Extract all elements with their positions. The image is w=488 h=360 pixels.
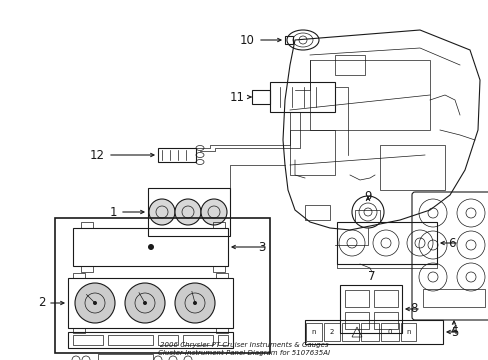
Bar <box>341 323 358 341</box>
Bar <box>73 273 85 278</box>
Bar <box>108 335 153 345</box>
Text: 12: 12 <box>90 149 105 162</box>
Circle shape <box>175 283 215 323</box>
Text: 9: 9 <box>364 189 371 202</box>
Text: n: n <box>311 329 316 335</box>
Circle shape <box>93 301 97 305</box>
Text: 10: 10 <box>240 33 254 46</box>
Bar <box>68 278 232 328</box>
Bar <box>379 145 444 190</box>
Bar <box>422 289 484 307</box>
Bar <box>305 323 321 341</box>
Bar <box>269 82 334 112</box>
Bar <box>309 60 429 130</box>
Bar <box>213 222 224 228</box>
Bar <box>334 55 364 75</box>
Bar <box>285 36 292 44</box>
Circle shape <box>148 244 154 250</box>
Text: 6: 6 <box>447 237 455 249</box>
Bar <box>336 222 436 264</box>
Bar <box>55 218 269 353</box>
Bar <box>216 273 227 278</box>
Bar <box>345 290 368 307</box>
Bar <box>354 210 379 222</box>
Bar <box>289 130 334 175</box>
Bar <box>213 266 224 272</box>
Text: 2: 2 <box>39 297 46 310</box>
Circle shape <box>201 199 226 225</box>
Bar <box>339 285 401 333</box>
Text: 8: 8 <box>410 302 417 315</box>
Text: 2: 2 <box>329 329 333 335</box>
Bar <box>73 328 85 333</box>
Bar <box>68 332 232 348</box>
Bar <box>81 266 93 272</box>
Text: 0: 0 <box>387 329 391 335</box>
Bar <box>148 188 229 236</box>
Bar <box>305 320 442 344</box>
Text: 7: 7 <box>367 270 375 283</box>
Bar <box>98 354 153 360</box>
Circle shape <box>142 301 147 305</box>
Bar <box>216 328 227 333</box>
Text: n: n <box>406 329 410 335</box>
Bar <box>305 205 329 220</box>
Bar <box>345 312 368 329</box>
Bar <box>324 323 339 341</box>
Bar <box>158 335 178 345</box>
Text: 2006 Chrysler PT Cruiser Instruments & Gauges
Cluster-Instrument Panel Diagram f: 2006 Chrysler PT Cruiser Instruments & G… <box>158 342 329 356</box>
Bar <box>73 335 103 345</box>
Bar <box>183 335 213 345</box>
Text: 3: 3 <box>258 240 265 253</box>
Bar <box>360 323 378 341</box>
Circle shape <box>125 283 164 323</box>
Circle shape <box>193 301 197 305</box>
Text: 1: 1 <box>109 206 117 219</box>
Bar <box>218 335 227 345</box>
Bar <box>400 323 415 341</box>
Circle shape <box>75 283 115 323</box>
Text: 11: 11 <box>229 90 244 104</box>
Bar <box>158 148 196 162</box>
Text: 4: 4 <box>449 324 457 337</box>
Bar <box>373 290 397 307</box>
Bar <box>251 90 269 104</box>
Circle shape <box>149 199 175 225</box>
Bar <box>373 312 397 329</box>
Bar <box>81 222 93 228</box>
Bar <box>73 228 227 266</box>
Circle shape <box>175 199 201 225</box>
Text: 5: 5 <box>450 325 457 338</box>
Bar <box>380 323 398 341</box>
